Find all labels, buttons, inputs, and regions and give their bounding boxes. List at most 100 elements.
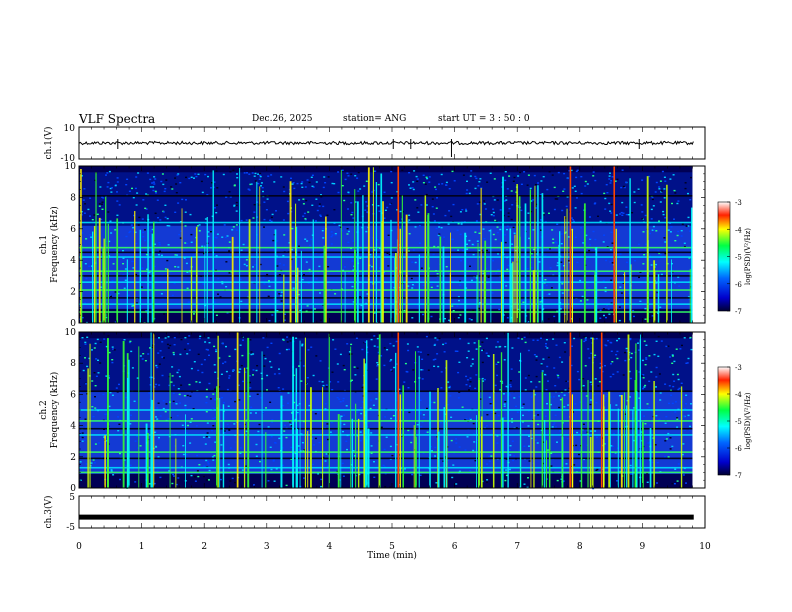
ch1-spec-speckle bbox=[618, 294, 621, 296]
ch1-spec-speckle bbox=[554, 198, 557, 200]
ch2-spec-speckle bbox=[655, 386, 657, 388]
ch1-spec-speckle bbox=[116, 214, 119, 216]
ch2-spec-speckle bbox=[104, 413, 107, 416]
ch1-spec-speckle bbox=[602, 241, 605, 243]
ch2-spec-speckle bbox=[156, 418, 159, 420]
ch2-spec-speckle bbox=[626, 350, 629, 352]
ch1-spec-speckle bbox=[430, 283, 433, 286]
ch2-spec-speckle bbox=[86, 393, 89, 395]
ch1-spec-speckle bbox=[93, 214, 96, 216]
ch1-spec-speckle bbox=[550, 287, 553, 289]
ch1-spec-speckle bbox=[689, 199, 692, 201]
ch2-spec-speckle bbox=[91, 380, 94, 382]
ch2-spec-speckle bbox=[479, 345, 482, 348]
ch2-spec-speckle bbox=[490, 411, 493, 413]
ch1-spec-speckle bbox=[531, 278, 534, 280]
ch1-spec-speckle bbox=[254, 172, 257, 175]
ch1-spec-speckle bbox=[634, 260, 636, 262]
ch1-spec-speckle bbox=[621, 201, 624, 204]
ch1-spec-band bbox=[79, 221, 693, 224]
ch2-spec-speckle bbox=[330, 421, 333, 424]
ch1-spec-speckle bbox=[609, 249, 612, 251]
ch1-spec-speckle bbox=[350, 173, 353, 175]
ch1-spec-speckle bbox=[396, 191, 399, 193]
ch2-spec-speckle bbox=[411, 473, 414, 476]
ch2-spec-speckle bbox=[383, 364, 386, 367]
ch1-spec-speckle bbox=[131, 187, 133, 190]
ch2-spec-speckle bbox=[595, 337, 598, 340]
ch2-spec-speckle bbox=[408, 411, 411, 414]
ch2-spec-speckle bbox=[407, 349, 410, 352]
ch1-spec-speckle bbox=[537, 182, 539, 184]
ch1-spec-speckle bbox=[219, 296, 222, 298]
ch1-spec-speckle bbox=[130, 224, 133, 226]
ch2-spec-speckle bbox=[676, 426, 679, 428]
ch1-spec-speckle bbox=[401, 169, 404, 171]
ch2-spec-speckle bbox=[139, 445, 142, 447]
ch2-spec-speckle bbox=[609, 376, 612, 378]
ch2-spec-speckle bbox=[162, 407, 165, 410]
ch1-spec-speckle bbox=[114, 321, 117, 323]
ch1-spec-speckle bbox=[347, 241, 350, 244]
ch2-spec-speckle bbox=[336, 396, 339, 399]
ch1-spec-speckle bbox=[417, 211, 420, 213]
ch1-spec-speckle bbox=[472, 244, 475, 246]
ch2-spec-band bbox=[79, 390, 693, 393]
ch1-spec-speckle bbox=[185, 262, 188, 265]
ch1-spec-speckle bbox=[319, 319, 322, 321]
ch2-spec-speckle bbox=[130, 350, 133, 353]
ch2-spec-speckle bbox=[434, 455, 436, 457]
ch2-spec-speckle bbox=[136, 435, 139, 438]
ch2-spec-speckle bbox=[481, 341, 484, 343]
ch1-spec-speckle bbox=[658, 220, 660, 222]
ch1-spec-speckle bbox=[633, 201, 636, 204]
ch1-spec-speckle bbox=[564, 231, 567, 233]
ch1-spec-speckle bbox=[174, 211, 177, 213]
ch2-spec-speckle bbox=[179, 353, 182, 356]
ch2-spec-speckle bbox=[416, 424, 419, 426]
ch2-spec-speckle bbox=[153, 431, 156, 433]
ch2-spec-speckle bbox=[611, 361, 614, 363]
ch2-spec-speckle bbox=[668, 385, 671, 387]
ch1-spec-speckle bbox=[371, 265, 373, 268]
ch2-spec-speckle bbox=[610, 445, 613, 447]
ch1-spec-speckle bbox=[504, 241, 507, 244]
ch1-spec-speckle bbox=[604, 197, 607, 200]
ch2-spec-tick-label: 8 bbox=[70, 359, 76, 369]
ch2-spec-speckle bbox=[598, 381, 601, 383]
ch2-spec-speckle bbox=[485, 352, 488, 354]
ch1-spec-tick-label: 10 bbox=[65, 162, 77, 172]
ch1-spec-speckle bbox=[499, 209, 502, 211]
ch1-spec-speckle bbox=[84, 302, 87, 304]
ch1-spec-speckle bbox=[204, 218, 207, 220]
ch2-spec-speckle bbox=[250, 353, 253, 356]
ch2-spec-speckle bbox=[468, 389, 470, 391]
ch2-spec-speckle bbox=[486, 463, 488, 465]
ch1-spec-speckle bbox=[575, 176, 578, 179]
ch2-spec-speckle bbox=[312, 374, 315, 377]
ch1-spec-speckle bbox=[89, 234, 92, 236]
ch1-spec-speckle bbox=[125, 235, 128, 238]
ch1-spec-speckle bbox=[175, 192, 178, 194]
ch1-spec-speckle bbox=[452, 203, 455, 206]
ch1-spec-speckle bbox=[299, 309, 302, 311]
ch1-spec-speckle bbox=[557, 171, 560, 174]
ch1-spec-speckle bbox=[145, 208, 148, 210]
ch1-spec-speckle bbox=[667, 229, 670, 231]
ch2-spec-speckle bbox=[555, 344, 558, 346]
ch2-spec-speckle bbox=[177, 477, 180, 479]
ch1-spec-speckle bbox=[357, 190, 360, 192]
ch1-spec-speckle bbox=[352, 301, 355, 303]
ch1-spec-speckle bbox=[425, 176, 428, 178]
ch2-spec-speckle bbox=[99, 362, 102, 364]
ch2-colorbar-tick-label: -6 bbox=[735, 445, 742, 453]
ch1-spec-speckle bbox=[538, 261, 541, 263]
ch2-spec-speckle bbox=[134, 440, 137, 442]
ch1-spec-speckle bbox=[407, 250, 410, 252]
ch1-spec-speckle bbox=[300, 182, 303, 185]
ch2-spec-speckle bbox=[467, 342, 470, 345]
ch1-spec-speckle bbox=[663, 176, 666, 178]
ch1-spec-speckle bbox=[304, 259, 307, 261]
ch1-spec-speckle bbox=[166, 259, 169, 262]
ch1-spec-speckle bbox=[140, 286, 143, 288]
